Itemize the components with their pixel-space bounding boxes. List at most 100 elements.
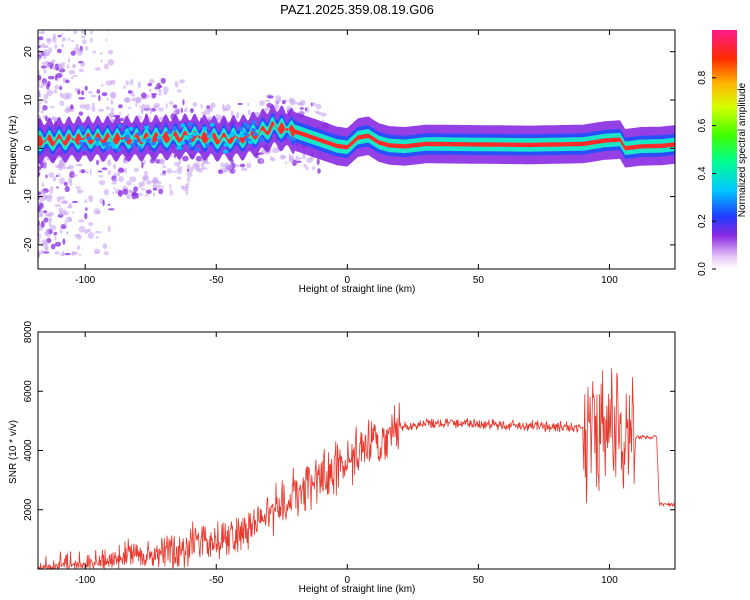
spectrogram-noise-blob [55,174,59,178]
spectrogram-noise-blob [117,190,123,197]
spectrogram-y-ticks: -20 -10 0 10 20 [23,46,675,252]
spectrogram-noise-blob [169,101,174,105]
spectrogram-noise-blob [141,97,147,100]
spectrogram-noise-blob [219,114,222,120]
spectrogram-bright-spot [251,128,256,132]
spectrogram-noise-blob [183,108,186,113]
spectrogram-noise-blob [128,106,132,110]
spectrogram-noise-blob [113,187,116,190]
spectrogram-noise-blob [81,35,86,39]
spectrogram-noise-blob [87,231,94,239]
spectrogram-noise-blob [259,100,265,106]
spectrogram-noise-blob [54,43,58,50]
spectrogram-noise-blob [158,93,162,96]
spectrogram-noise-blob [112,191,115,195]
spectrogram-noise-blob [187,176,190,183]
spectrogram-noise-blob [107,169,111,176]
spectrogram-noise-blob [110,113,114,118]
colorbar-tick-label: 0.2 [697,214,708,228]
spectrogram-noise-blob [65,231,69,235]
spectrogram-noise-blob [38,202,44,209]
spectrogram-bright-spot [230,131,236,136]
spectrogram-noise-blob [274,100,281,105]
spectrogram-noise-blob [60,30,64,32]
spectrogram-bright-spot [124,137,129,142]
spectrogram-bright-spot [172,126,178,131]
spectrogram-noise-blob [240,167,248,172]
spectrogram-noise-blob [90,30,93,34]
spectrogram-noise-blob [77,188,80,194]
spectrogram-noise-blob [200,103,203,109]
spectrogram-bright-spot [243,122,249,127]
spectrogram-bright-spot [209,122,215,127]
spectrogram-noise-blob [80,169,86,174]
spectrogram-noise-blob [41,108,45,114]
spectrogram-noise-blob [38,49,42,56]
spectrogram-noise-blob [103,63,109,70]
spectrogram-noise-blob [68,69,75,75]
spectrogram-noise-blob [78,111,84,116]
spectrogram-noise-blob [247,109,251,116]
spectrogram-noise-blob [66,205,73,209]
spectrogram-bright-spot [187,122,193,127]
spectrogram-noise-blob [53,89,58,94]
spectrogram-noise-blob [235,111,240,119]
spectrogram-frame [37,29,676,270]
spectrogram-noise-blob [297,157,303,160]
spectrogram-noise-blob [110,99,114,105]
spectrogram-noise-blob [305,166,309,171]
spectrogram-bright-spot [223,142,229,147]
spectrogram-noise-blob [133,186,139,192]
spectrogram-noise-blob [135,96,142,103]
spectrogram-noise-blob [182,186,189,192]
spectrogram-bright-spot [117,123,123,128]
spectrogram-noise-blob [71,251,79,256]
spectrogram-noise-blob [38,56,41,62]
spectrogram-noise-blob [64,21,69,28]
chart-title: PAZ1.2025.359.08.19.G06 [280,2,434,17]
spectrogram-noise-blob [57,173,61,178]
spectrogram-noise-blob [311,102,317,107]
spectrogram-bright-spot [86,136,92,141]
spectrogram-noise-blob [84,229,89,234]
spectrogram-noise-blob [95,236,99,239]
spectrogram-noise-blob [312,166,315,171]
x-tick-label: 100 [601,275,618,286]
spectrogram-noise-blob [189,108,194,114]
spectrogram-noise-blob [78,219,85,223]
spectrogram-bright-spot [176,145,182,150]
spectrogram-noise-blob [317,168,321,174]
spectrogram-noise-blob [77,49,83,56]
spectrogram-noise-blob [105,38,108,42]
spectrogram-noise-blob [110,79,116,86]
snr-x-axis-label: Height of straight line (km) [299,584,416,595]
spectrogram-noise-blob [142,175,148,182]
spectrogram-noise-blob [45,53,51,56]
spectrogram-noise-blob [88,195,94,200]
spectrogram-noise-blob [139,192,143,196]
snr-y-ticks: 2000 4000 6000 8000 [23,320,675,521]
spectrogram-noise-blob [154,184,162,189]
spectrogram-noise-blob [61,43,65,48]
spectrogram-noise-blob [38,85,44,89]
spectrogram-noise-blob [158,188,164,195]
spectrogram-noise-blob [122,188,129,195]
spectrogram-noise-blob [70,169,74,173]
spectrogram-noise-blob [179,107,183,110]
spectrogram-noise-blob [87,91,94,94]
spectrogram-noise-blob [48,172,55,178]
spectrogram-noise-blob [78,68,84,73]
spectrogram-noise-blob [70,76,74,80]
spectrogram-noise-blob [89,168,92,176]
spectrogram-noise-blob [103,251,109,256]
spectrogram-noise-blob [47,75,55,80]
spectrogram-noise-blob [163,86,169,94]
spectrogram-noise-blob [107,208,115,211]
spectrogram-bright-spot [111,144,117,149]
spectrogram-noise-blob [303,163,307,168]
spectrogram-noise-blob [264,99,271,103]
spectrogram-noise-blob [78,225,86,233]
spectrogram-noise-blob [64,185,70,193]
spectrogram-bright-spot [133,139,139,144]
spectrogram-noise-blob [206,116,213,121]
